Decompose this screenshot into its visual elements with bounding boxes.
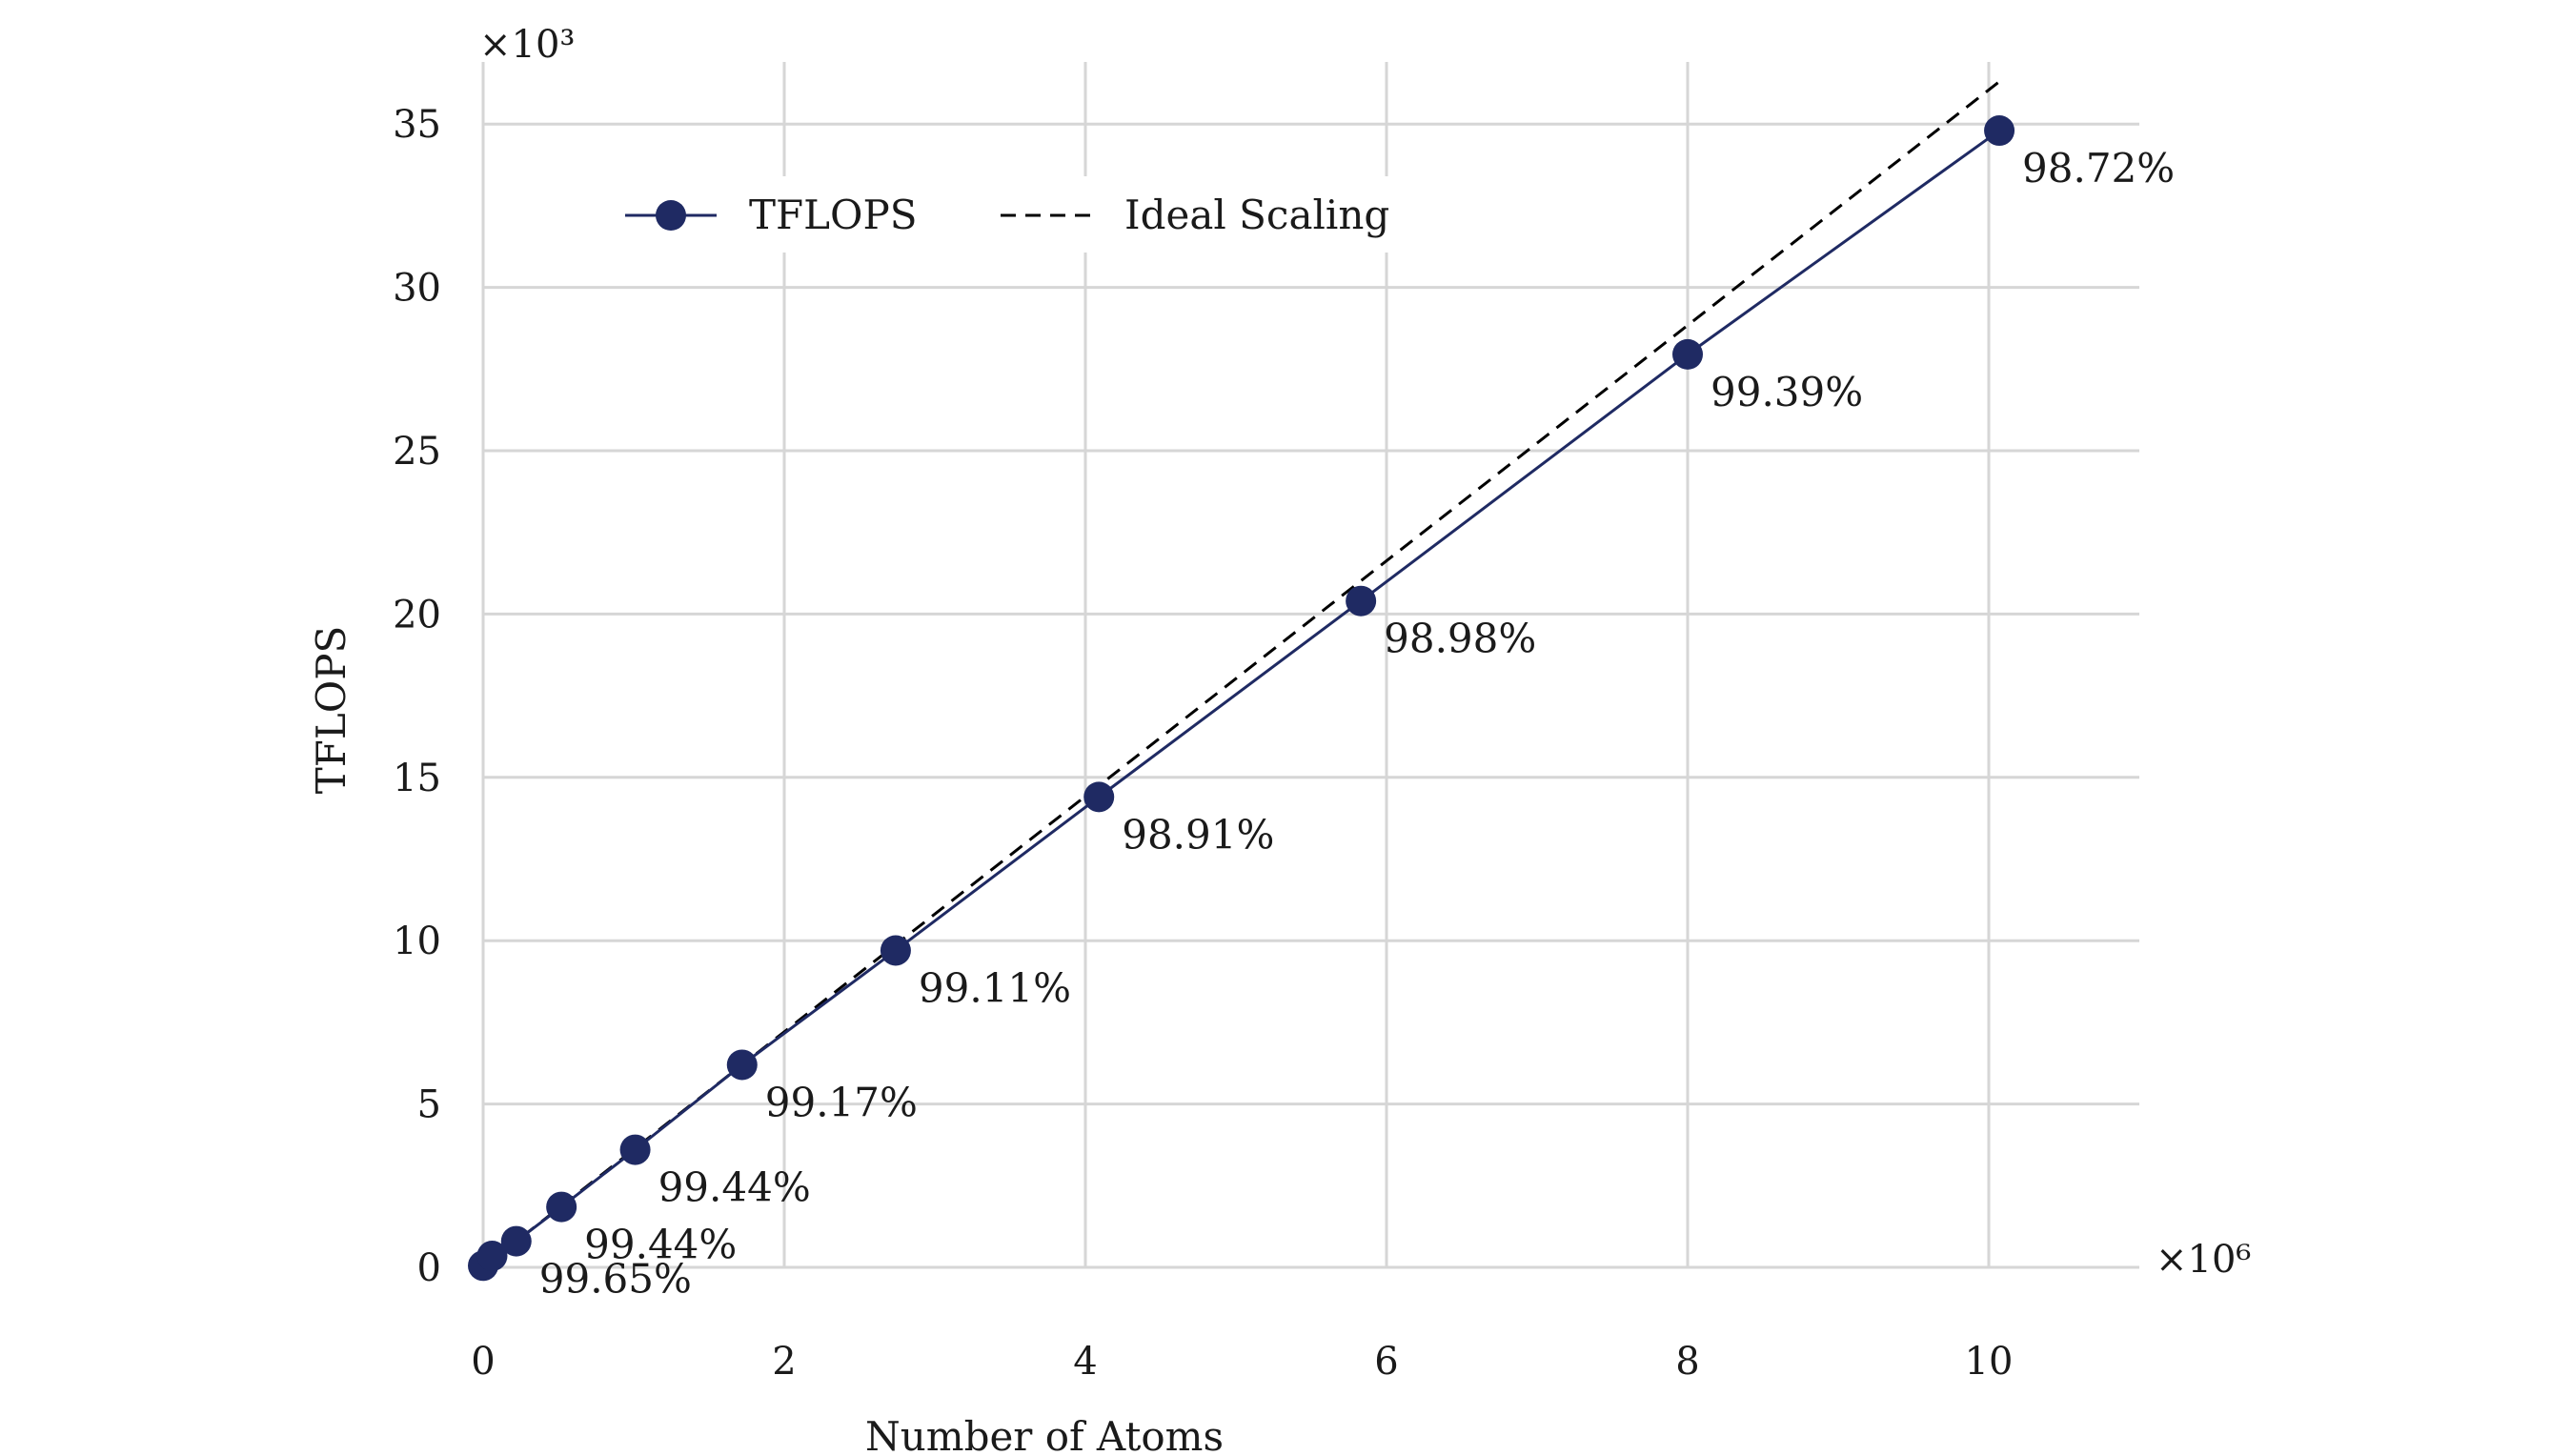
y-tick-label-4: 20 — [393, 593, 441, 637]
tflops-point-2 — [500, 1225, 532, 1257]
efficiency-label-5: 99.17% — [765, 1079, 918, 1125]
y-axis-multiplier: ×10³ — [479, 23, 575, 67]
y-tick-label-6: 30 — [393, 267, 441, 311]
efficiency-label-9: 99.39% — [1711, 369, 1863, 415]
x-axis-multiplier: ×10⁶ — [2156, 1238, 2251, 1282]
y-tick-label-2: 10 — [393, 920, 441, 963]
efficiency-label-8: 98.98% — [1384, 616, 1536, 662]
data-labels: 99.65%99.44%99.44%99.17%99.11%98.91%98.9… — [539, 145, 2175, 1303]
y-axis-label: TFLOPS — [308, 626, 354, 795]
legend-tflops-label: TFLOPS — [749, 192, 918, 238]
x-tick-label-3: 6 — [1374, 1340, 1398, 1384]
y-tick-label-3: 15 — [393, 757, 441, 800]
series-lines — [481, 80, 2000, 1269]
tflops-line — [481, 129, 2000, 1267]
x-axis-label: Number of Atoms — [865, 1413, 1224, 1456]
x-tick-label-0: 0 — [471, 1340, 495, 1384]
x-tick-labels: 0 2 4 6 8 10 — [471, 1340, 2013, 1384]
efficiency-label-7: 98.91% — [1122, 811, 1274, 858]
y-tick-label-1: 5 — [417, 1083, 441, 1127]
y-tick-labels: 0 5 10 15 20 25 30 35 — [393, 103, 441, 1290]
efficiency-label-10: 98.72% — [2022, 145, 2175, 192]
tflops-point-4 — [619, 1134, 651, 1165]
tflops-point-7 — [1083, 781, 1115, 813]
y-tick-label-0: 0 — [417, 1246, 441, 1290]
tflops-point-6 — [880, 935, 911, 966]
efficiency-label-3: 99.44% — [584, 1222, 737, 1268]
tflops-point-8 — [1346, 585, 1377, 617]
tflops-point-9 — [1672, 338, 1703, 370]
series-markers — [468, 115, 2015, 1282]
legend: TFLOPS Ideal Scaling — [610, 176, 1410, 253]
y-tick-label-7: 35 — [393, 103, 441, 147]
x-tick-label-2: 4 — [1073, 1340, 1097, 1384]
tflops-point-5 — [726, 1049, 758, 1081]
tflops-point-1 — [476, 1241, 508, 1272]
tflops-point-3 — [546, 1191, 577, 1223]
legend-tflops-marker — [656, 200, 686, 231]
efficiency-label-4: 99.44% — [658, 1164, 811, 1211]
grid-lines — [481, 62, 2139, 1269]
efficiency-label-2: 99.65% — [539, 1256, 692, 1303]
tflops-point-10 — [1984, 115, 2015, 147]
y-tick-label-5: 25 — [393, 430, 441, 474]
x-tick-label-1: 2 — [772, 1340, 796, 1384]
legend-ideal-label: Ideal Scaling — [1124, 192, 1389, 238]
x-tick-label-4: 8 — [1675, 1340, 1699, 1384]
efficiency-label-6: 99.11% — [919, 964, 1071, 1011]
x-tick-label-5: 10 — [1965, 1340, 2014, 1384]
